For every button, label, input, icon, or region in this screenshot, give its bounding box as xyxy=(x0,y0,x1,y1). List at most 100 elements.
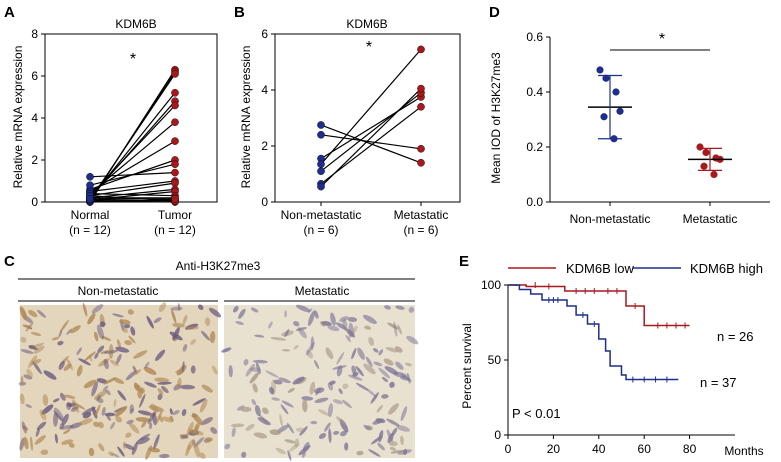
stain-cell xyxy=(387,322,399,330)
stain-cell xyxy=(190,365,196,374)
stain-cell xyxy=(59,319,69,333)
stain-cell xyxy=(286,422,295,434)
stain-cell xyxy=(228,365,233,378)
stain-cell xyxy=(26,368,33,379)
stain-cell xyxy=(328,380,336,386)
panel-e-x-tick-label-4: 80 xyxy=(683,442,697,456)
panel-letter-a: A xyxy=(4,4,15,21)
stain-cell xyxy=(363,424,372,430)
stain-cell xyxy=(152,412,158,426)
panel-d-point-0-0 xyxy=(596,66,604,74)
stain-cell xyxy=(181,361,185,373)
panel-e-x-tick-label-3: 60 xyxy=(638,442,652,456)
stain-cell xyxy=(384,305,391,310)
stain-cell xyxy=(28,344,36,350)
stain-cell xyxy=(351,348,357,360)
panelA-point-right-7 xyxy=(171,137,179,145)
stain-cell xyxy=(293,345,299,350)
panelA-pair-line-11 xyxy=(89,180,176,193)
panel-a-title: KDM6B xyxy=(115,17,156,31)
stain-cell xyxy=(61,439,74,445)
stain-cell xyxy=(30,436,33,451)
stain-cell xyxy=(169,415,174,422)
stain-cell xyxy=(158,302,167,312)
stain-cell xyxy=(340,430,347,437)
stain-cell xyxy=(63,394,76,399)
stain-cell xyxy=(124,340,132,346)
stain-cell xyxy=(294,438,300,448)
stain-cell xyxy=(171,309,177,324)
stain-cell xyxy=(19,306,27,321)
panelB-point-left-4 xyxy=(317,167,325,175)
stain-cell xyxy=(201,417,214,425)
stain-cell xyxy=(314,360,320,369)
stain-cell xyxy=(233,305,239,313)
stain-cell xyxy=(324,422,331,432)
stain-cell xyxy=(381,394,389,399)
stain-cell xyxy=(28,309,38,318)
stain-cell xyxy=(22,309,28,317)
stain-cell xyxy=(193,423,199,434)
stain-cell xyxy=(136,437,150,445)
stain-cell xyxy=(318,409,330,416)
stain-cell xyxy=(240,406,252,413)
panel-e-pvalue: P < 0.01 xyxy=(512,406,561,421)
stain-cell xyxy=(275,447,286,455)
stain-cell xyxy=(35,428,40,437)
stain-cell xyxy=(125,432,132,438)
stain-cell xyxy=(400,373,412,382)
stain-cell xyxy=(254,334,265,338)
stain-cell xyxy=(185,326,199,330)
stain-cell xyxy=(389,441,398,447)
panelA-pair-line-17 xyxy=(89,200,176,203)
stain-cell xyxy=(42,394,49,406)
stain-label-metastatic: Metastatic xyxy=(295,284,350,298)
stain-cell xyxy=(94,352,99,359)
panel-letter-c: C xyxy=(4,253,15,270)
stain-cell xyxy=(113,399,117,408)
panel-b-n-nonmetastatic: (n = 6) xyxy=(303,223,338,237)
panelA-y-tick-label-4: 8 xyxy=(31,27,38,41)
panelA-pair-line-5 xyxy=(89,104,176,197)
stain-cell xyxy=(20,349,34,354)
stain-cell xyxy=(396,425,410,432)
stain-cell xyxy=(295,427,304,432)
panelA-point-right-9 xyxy=(171,160,179,168)
stain-cell xyxy=(127,309,134,315)
panelB-pair-line-1 xyxy=(320,134,422,150)
stain-cell xyxy=(333,430,340,435)
stain-cell xyxy=(204,317,211,327)
stain-cell xyxy=(19,393,25,405)
stain-cell xyxy=(208,307,222,318)
stain-cell xyxy=(368,449,381,457)
stain-cell xyxy=(372,418,384,425)
stain-cell xyxy=(245,363,256,377)
stain-cell xyxy=(25,321,34,332)
stain-cell xyxy=(293,321,300,327)
stain-cell xyxy=(262,407,269,415)
stain-cell xyxy=(129,404,134,413)
panelB-point-left-3 xyxy=(317,160,325,168)
panelA-point-right-21 xyxy=(171,195,179,203)
stain-cell xyxy=(238,308,246,319)
panel-e-x-axis-label: Months xyxy=(724,444,763,458)
stain-cell xyxy=(54,407,64,421)
stain-cell xyxy=(146,315,154,329)
stain-cell xyxy=(235,321,244,325)
stain-cell xyxy=(336,352,345,365)
panel-e-x-tick-label-2: 40 xyxy=(592,442,606,456)
panelA-y-tick-label-3: 6 xyxy=(31,69,38,83)
panelB-point-right-0 xyxy=(417,158,425,167)
stain-cell xyxy=(83,379,97,389)
stain-cell xyxy=(393,321,398,337)
stain-cell xyxy=(187,439,195,451)
stain-cell xyxy=(135,417,151,423)
stain-cell xyxy=(395,305,405,310)
stain-cell xyxy=(211,365,218,375)
panelA-point-right-5 xyxy=(171,101,179,110)
stain-cell xyxy=(172,410,180,416)
stain-cell xyxy=(161,385,169,394)
panelB-pair-line-6 xyxy=(320,88,422,188)
stain-cell xyxy=(201,330,210,341)
n-label-low: n = 26 xyxy=(717,329,754,344)
